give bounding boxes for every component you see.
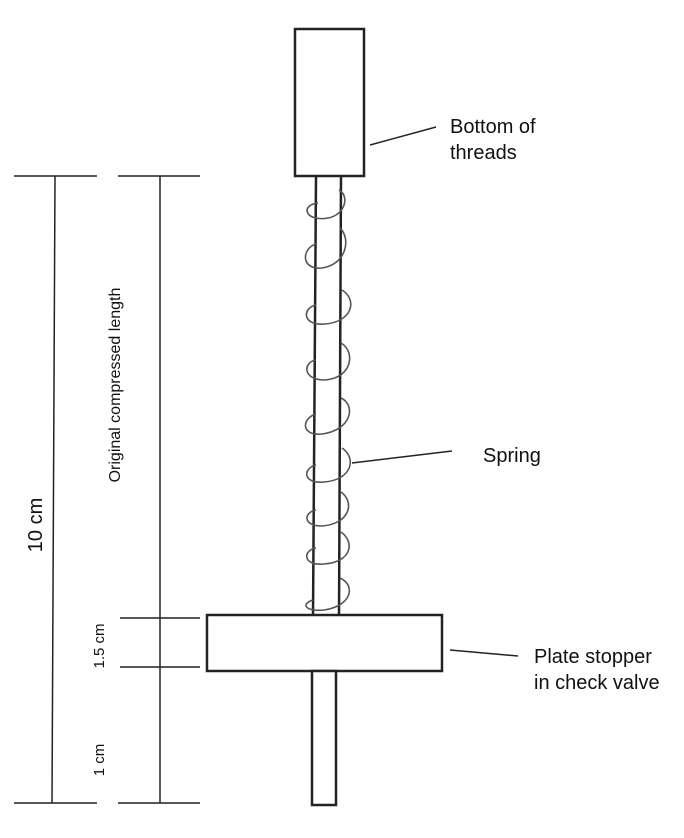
label-plate-stopper: Plate stopper in check valve (534, 646, 660, 694)
label-spring: Spring (483, 445, 541, 467)
leader-threads (369, 126, 437, 146)
dim-10cm-line (51, 175, 56, 804)
spring-coil (304, 189, 352, 612)
label-1-5cm: 1.5 cm (91, 623, 108, 669)
label-1cm: 1 cm (91, 743, 108, 777)
leader-spring (351, 450, 453, 464)
plate-stopper (205, 613, 444, 673)
rod-lower (310, 669, 338, 807)
label-10cm: 10 cm (25, 497, 47, 553)
leader-plate (449, 649, 519, 657)
rod-upper (311, 175, 343, 617)
threads-block (293, 27, 366, 178)
label-compressed-length: Original compressed length (107, 287, 124, 483)
label-bottom-of-threads: Bottom of threads (450, 116, 536, 164)
